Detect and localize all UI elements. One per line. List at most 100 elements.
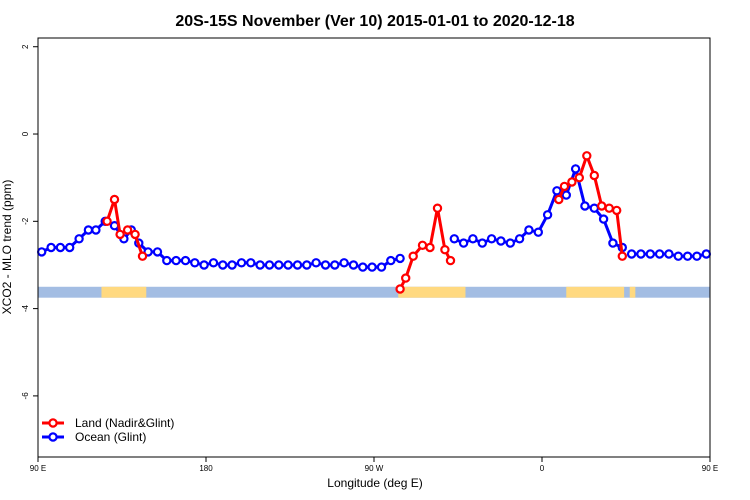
ocean-point-1-10 [542,210,553,220]
ocean-point-0-1 [46,242,56,253]
ocean-point-0-5 [83,225,94,235]
ocean-point-1-14 [580,201,590,211]
ocean-point-0-2 [55,242,66,253]
land-point-0-1 [109,194,120,205]
ocean-line-0 [41,219,401,269]
ocean-point-0-3 [64,242,75,253]
ocean-point-2-7 [692,251,702,261]
ocean-point-0-16 [180,255,191,266]
ocean-point-0-4 [74,234,84,244]
ocean-point-0-23 [246,258,256,268]
y-tick-label-0: 2 [21,44,30,49]
ocean-point-0-22 [236,258,247,268]
ocean-point-0-35 [358,262,368,272]
ocean-point-2-1 [636,249,646,259]
land-point-0-3 [122,225,133,235]
land-point-2-5 [589,170,600,181]
ocean-point-2-8 [701,249,712,259]
series-land [102,151,628,294]
land-point-0-5 [137,251,148,261]
ocean-point-1-0 [449,234,459,244]
ocean-point-1-12 [561,190,572,200]
land-band-1 [398,286,466,298]
ocean-point-0-14 [162,255,172,266]
ocean-point-1-9 [533,227,544,237]
ocean-point-0-0 [37,247,47,257]
land-point-2-1 [559,181,570,192]
ocean-point-0-17 [190,258,200,268]
land-point-2-7 [604,203,614,213]
ocean-point-0-24 [255,260,265,270]
series-layer [37,151,712,294]
chart-title: 20S-15S November (Ver 10) 2015-01-01 to … [175,13,574,30]
legend-land-marker [48,418,58,428]
ocean-point-1-11 [552,186,562,196]
legend-ocean-marker [48,432,58,442]
ocean-point-2-6 [682,251,693,261]
y-tick-label-4: -6 [21,392,30,400]
land-point-0-4 [130,229,140,240]
land-band-3 [629,286,636,298]
land-point-1-4 [425,242,435,253]
land-point-2-4 [582,151,592,161]
land-point-2-8 [612,205,622,216]
ocean-point-1-3 [477,238,487,248]
ocean-point-0-37 [376,262,387,272]
land-point-2-2 [567,177,577,187]
ocean-point-1-7 [514,234,525,244]
land-point-0-0 [102,216,112,226]
land-point-2-9 [617,251,628,261]
ocean-point-0-30 [311,258,321,268]
ocean-point-2-2 [645,249,656,259]
ocean-point-0-28 [292,260,303,270]
ocean-point-0-29 [302,260,312,270]
ocean-point-0-19 [208,258,219,268]
legend: Land (Nadir&Glint)Ocean (Glint) [42,416,174,444]
land-point-2-6 [597,201,607,211]
ocean-point-0-36 [367,262,377,272]
x-axis: 90 E 180 90 W 0 90 E [30,457,718,473]
ocean-point-0-32 [330,260,340,270]
ocean-point-1-2 [468,234,478,244]
ocean-point-0-26 [274,260,284,270]
ocean-point-0-31 [320,260,331,270]
ocean-point-0-6 [91,225,101,235]
x-tick-label-2: 90 W [365,464,384,473]
land-point-1-2 [408,251,418,261]
land-band-2 [566,286,625,298]
ocean-point-2-3 [654,249,665,259]
land-point-1-7 [445,255,456,266]
y-tick-label-1: 0 [21,131,30,136]
land-point-1-0 [395,284,405,294]
ocean-point-0-15 [171,255,181,266]
y-tick-label-3: -4 [21,305,30,313]
land-point-1-6 [440,244,450,255]
ocean-point-1-16 [598,214,609,224]
ocean-point-1-8 [524,225,534,235]
x-axis-label: Longitude (deg E) [327,476,422,490]
ocean-point-1-6 [505,238,515,248]
ocean-point-1-1 [458,238,469,248]
land-point-2-0 [554,194,564,205]
land-point-1-3 [417,240,428,250]
ocean-band [38,286,710,298]
ocean-point-1-13 [570,164,581,174]
land-point-2-3 [574,172,585,183]
legend-land-label: Land (Nadir&Glint) [75,416,174,430]
land-point-1-5 [432,203,443,213]
ocean-point-0-25 [264,260,275,270]
x-tick-label-4: 90 E [702,464,718,473]
legend-ocean-label: Ocean (Glint) [75,430,146,444]
ocean-point-1-5 [496,236,506,246]
x-tick-label-1: 180 [199,464,213,473]
ocean-point-1-4 [486,234,497,244]
ocean-point-0-13 [152,247,163,257]
land-point-0-2 [115,229,125,240]
ocean-point-0-20 [218,260,228,270]
x-tick-label-0: 90 E [30,464,46,473]
y-tick-label-2: -2 [21,217,30,225]
ocean-point-2-4 [664,249,674,259]
ocean-point-0-33 [339,258,349,268]
ocean-point-0-38 [386,255,396,266]
